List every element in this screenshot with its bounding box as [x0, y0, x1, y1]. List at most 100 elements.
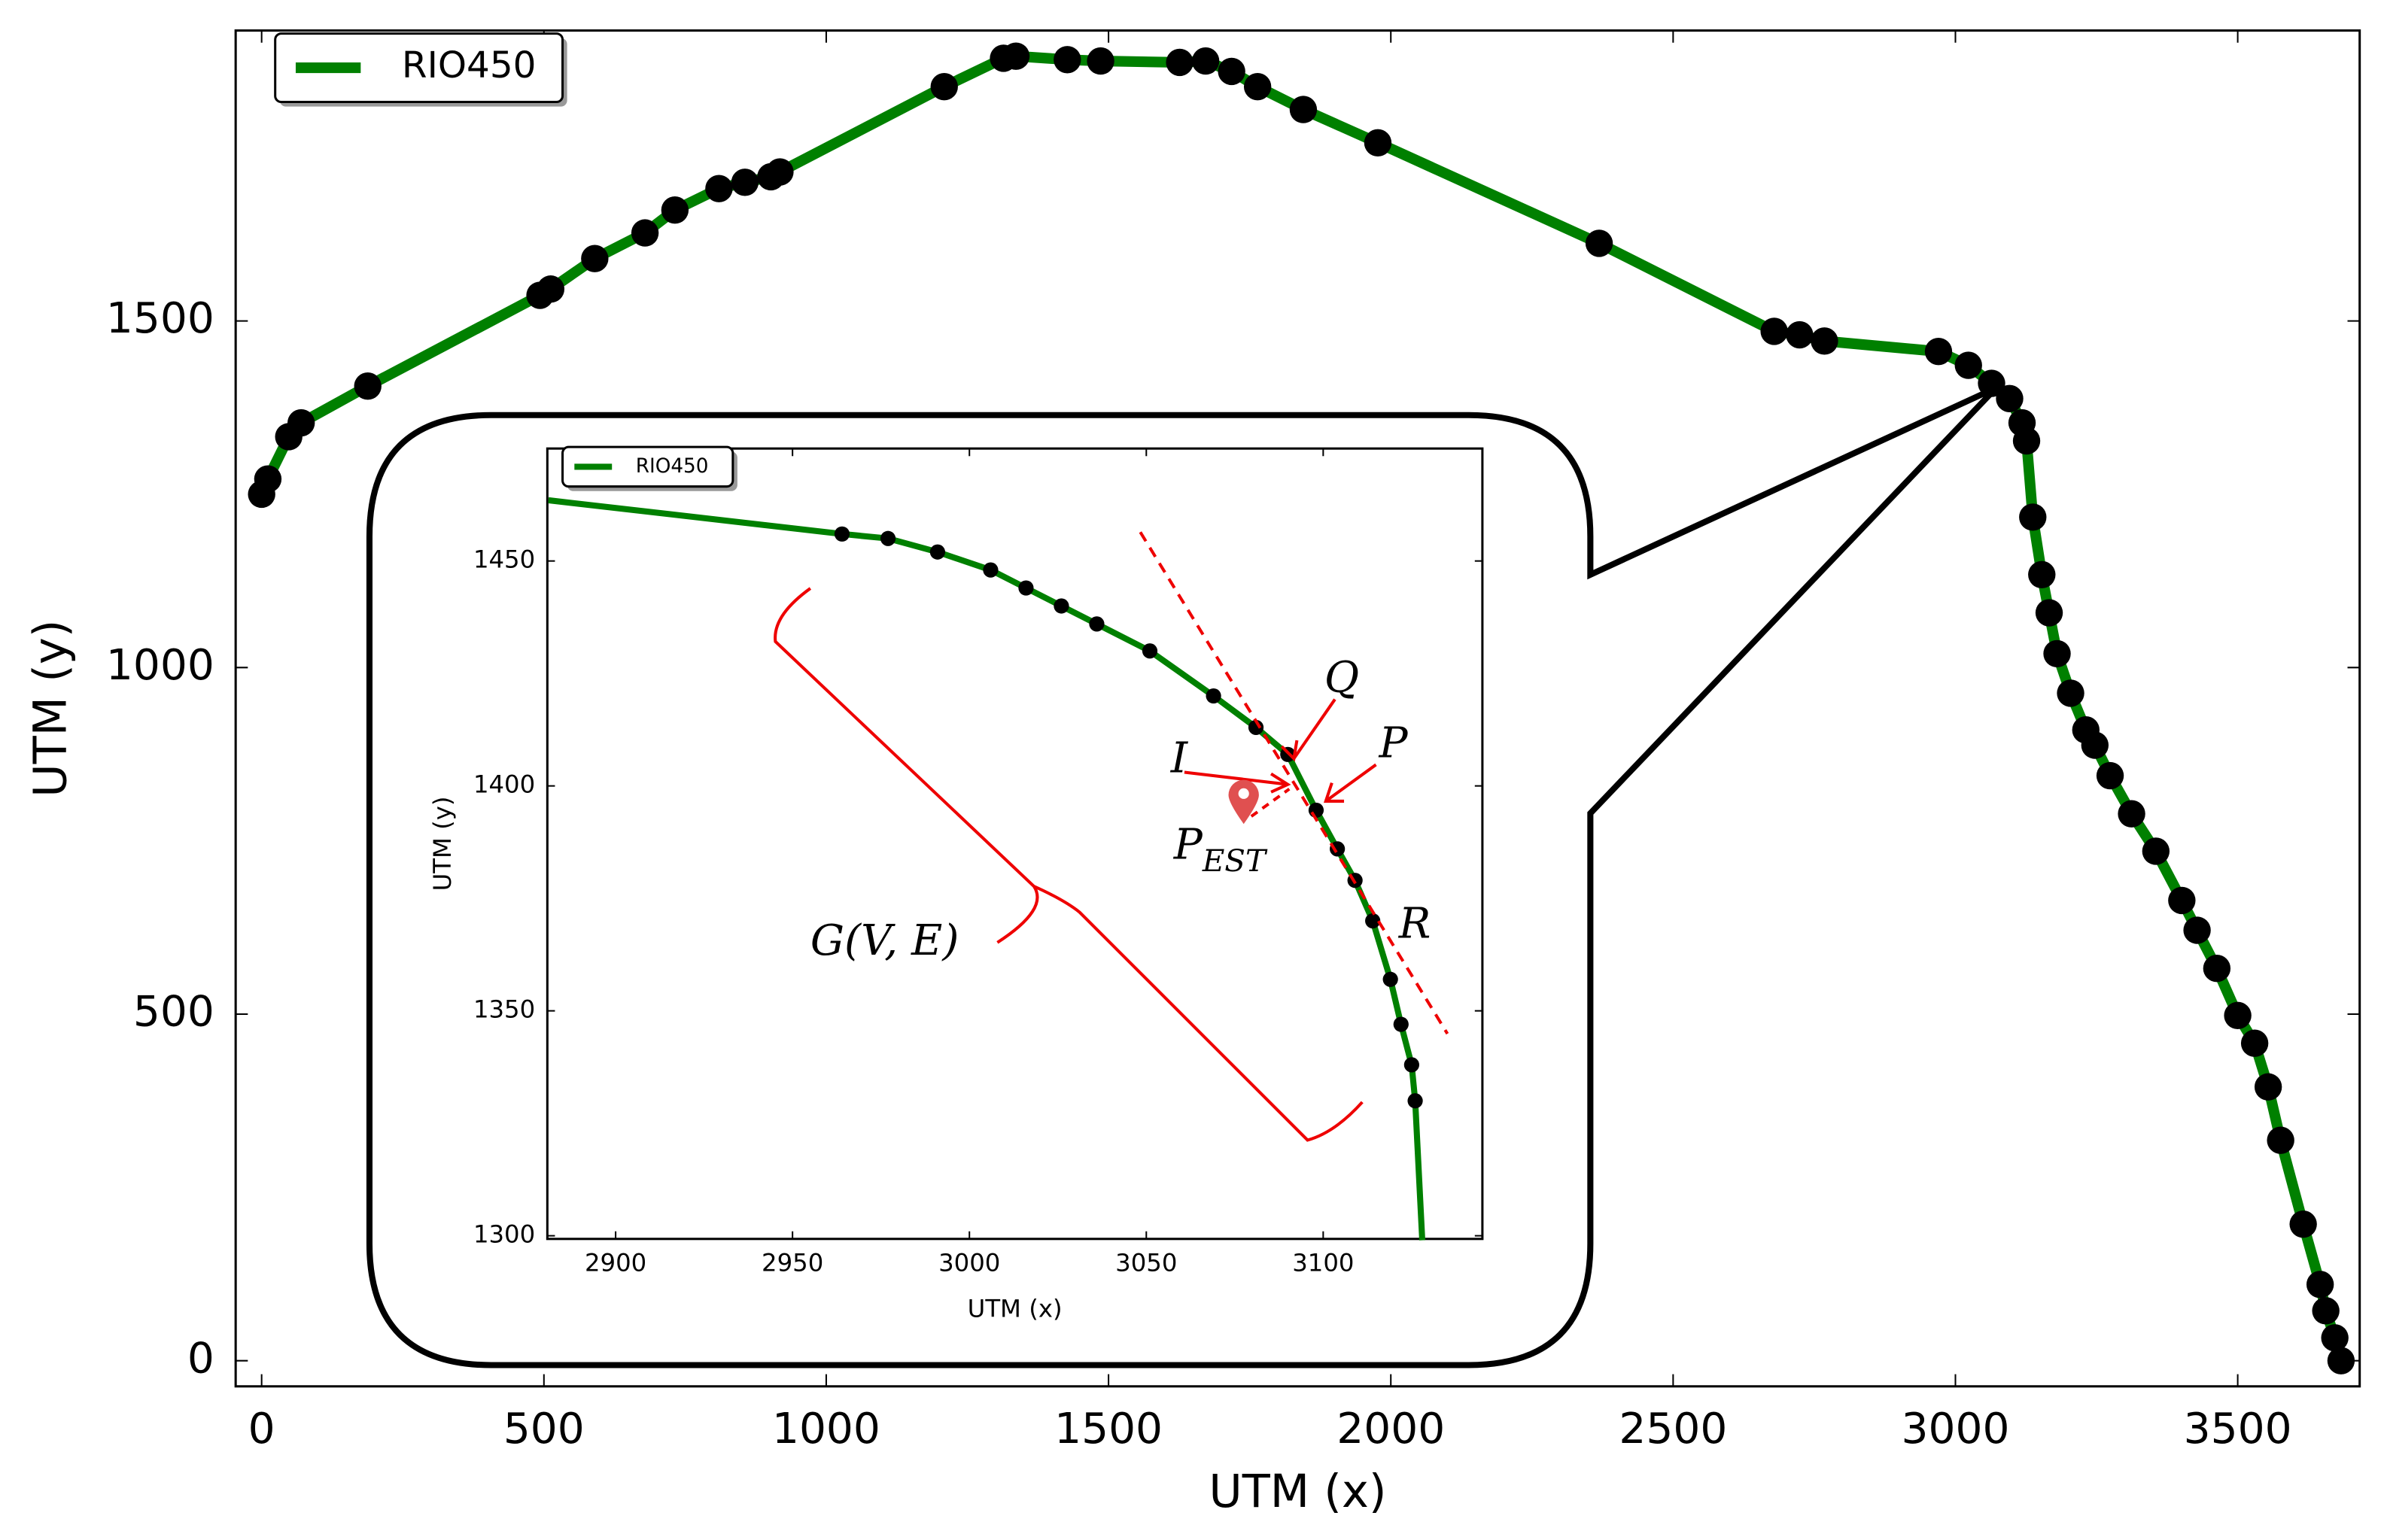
data-point: [1089, 616, 1105, 632]
y-tick-label: 1000: [106, 640, 214, 690]
y-tick-label: 1500: [106, 293, 214, 343]
x-tick-label: 3500: [2184, 1404, 2292, 1453]
annotation: P: [1379, 718, 1409, 767]
data-point: [929, 544, 946, 560]
pin-dot: [1238, 788, 1249, 799]
data-point: [1364, 129, 1392, 157]
data-point: [983, 562, 999, 578]
data-point: [1365, 913, 1381, 929]
data-point: [2057, 679, 2084, 707]
legend-box: [274, 32, 564, 104]
data-point: [2289, 1210, 2317, 1238]
data-point: [1218, 57, 1245, 86]
data-point: [766, 158, 794, 186]
x-tick-label: 3100: [1292, 1249, 1354, 1277]
data-point: [354, 372, 382, 400]
data-point: [1191, 47, 1220, 75]
data-point: [1393, 1016, 1409, 1032]
x-tick-label: 2950: [762, 1249, 823, 1277]
tangent-line: [1139, 531, 1449, 1035]
data-point: [254, 465, 282, 493]
data-point: [1206, 688, 1221, 704]
x-tick-label: 1000: [772, 1404, 880, 1453]
data-point: [1054, 598, 1069, 614]
annotation: R: [1398, 899, 1431, 949]
data-point: [1954, 351, 1982, 379]
data-point: [2012, 427, 2041, 455]
data-point: [2327, 1347, 2355, 1374]
y-tick-label: 500: [133, 987, 214, 1037]
data-point: [1308, 802, 1324, 819]
data-point: [1382, 971, 1398, 987]
data-point: [1403, 1057, 1419, 1073]
data-point: [2240, 1029, 2269, 1057]
x-tick-label: 2500: [1619, 1404, 1727, 1453]
data-point: [287, 409, 315, 437]
data-point: [1760, 317, 1788, 345]
data-point: [2203, 955, 2231, 983]
data-point: [1054, 46, 1081, 74]
data-point: [1243, 73, 1272, 101]
data-point: [2321, 1324, 2349, 1352]
data-point: [705, 175, 733, 202]
annotations: Q P I PEST R G(V, E): [774, 531, 1449, 1142]
data-point: [631, 219, 659, 247]
y-tick-label: 1350: [473, 995, 535, 1024]
y-tick-label: 1300: [473, 1220, 535, 1249]
data-point: [2254, 1073, 2282, 1101]
data-point: [2168, 886, 2196, 915]
x-tick-label: 3050: [1115, 1249, 1177, 1277]
data-point: [661, 196, 689, 224]
x-tick-label: 1500: [1054, 1404, 1163, 1453]
data-point: [1924, 337, 1953, 366]
arrows: [774, 587, 1377, 1142]
y-tick-label: 1450: [473, 545, 535, 574]
data-point: [1018, 580, 1034, 596]
data-point: [930, 73, 958, 101]
y-tick-label: 0: [187, 1333, 214, 1383]
data-point: [1087, 47, 1114, 75]
data-point: [2028, 560, 2056, 589]
inset-chart: 2900 2950 3000 3050 3100 1300 1350 1400 1450 UTM …: [428, 445, 1484, 1323]
data-point: [1786, 320, 1814, 349]
data-point: [2224, 1001, 2252, 1030]
data-point: [2035, 599, 2063, 627]
legend-label: RIO450: [636, 455, 709, 478]
data-point: [731, 169, 759, 196]
annotation: P: [1173, 820, 1203, 870]
data-point: [1996, 384, 2024, 413]
data-point: [1407, 1093, 1423, 1109]
data-point: [2019, 503, 2047, 531]
annotation: G(V, E): [810, 916, 959, 965]
x-tick-label: 2900: [585, 1249, 646, 1277]
x-tick-label: 0: [248, 1404, 275, 1453]
x-tick-label: 3000: [1902, 1404, 2010, 1453]
x-tick-label: 3000: [938, 1249, 1000, 1277]
x-tick-label: 2000: [1336, 1404, 1445, 1453]
data-point: [880, 530, 896, 546]
data-point: [2081, 731, 2109, 759]
data-point: [2118, 800, 2145, 828]
x-tick-label: 500: [503, 1404, 585, 1453]
y-tick-label: 1400: [473, 770, 535, 799]
data-point: [1142, 643, 1158, 659]
data-point: [2306, 1271, 2334, 1299]
y-axis-label: UTM (y): [24, 620, 77, 797]
data-point: [2312, 1297, 2340, 1325]
data-point: [1002, 42, 1030, 70]
data-point: [834, 526, 850, 542]
data-point: [1811, 327, 1838, 355]
data-point: [1289, 96, 1318, 123]
annotation-subscript: EST: [1202, 843, 1268, 879]
data-point: [1585, 229, 1613, 257]
location-pin: [1228, 779, 1259, 825]
data-point: [2043, 639, 2071, 668]
data-point: [537, 275, 564, 303]
data-point: [581, 245, 609, 272]
data-point: [1248, 719, 1264, 736]
legend-label: RIO450: [402, 44, 537, 87]
x-axis-label: UTM (x): [1209, 1466, 1386, 1518]
data-point: [2267, 1126, 2294, 1154]
